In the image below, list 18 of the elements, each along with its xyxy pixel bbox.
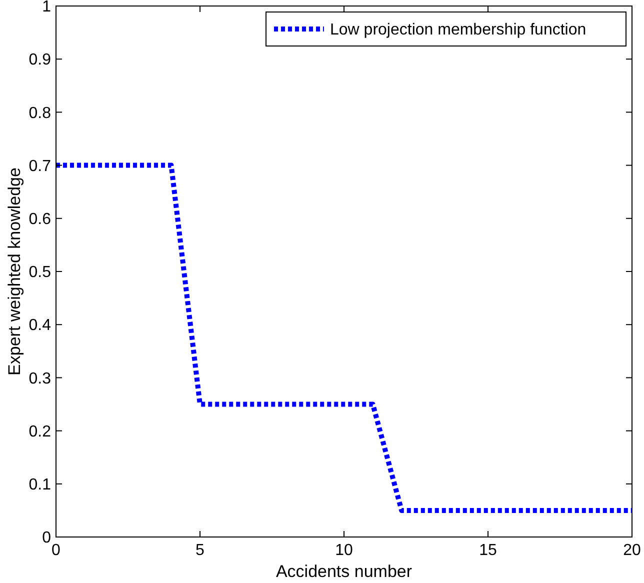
- y-tick-label: 0.8: [28, 104, 52, 122]
- y-tick-label: 1: [42, 0, 52, 16]
- legend-label: Low projection membership function: [330, 22, 586, 39]
- y-tick-label: 0.9: [28, 52, 52, 69]
- y-axis-title: Expert weighted knowledge: [5, 168, 24, 376]
- y-tick-label: 0.3: [28, 370, 52, 388]
- y-tick-label: 0.5: [28, 264, 52, 282]
- y-tick-label: 0.7: [28, 158, 52, 175]
- y-tick-label: 0.6: [28, 211, 52, 228]
- x-tick-label: 5: [196, 542, 205, 559]
- x-tick-label: 15: [479, 542, 497, 559]
- y-tick-label: 0.1: [28, 476, 52, 494]
- y-tick-label: 0.4: [28, 317, 52, 334]
- x-axis-title: Accidents number: [276, 562, 412, 581]
- x-tick-label: 20: [623, 542, 641, 559]
- y-tick-label: 0.2: [28, 423, 52, 440]
- x-tick-label: 10: [335, 542, 353, 559]
- y-tick-label: 0: [42, 530, 52, 547]
